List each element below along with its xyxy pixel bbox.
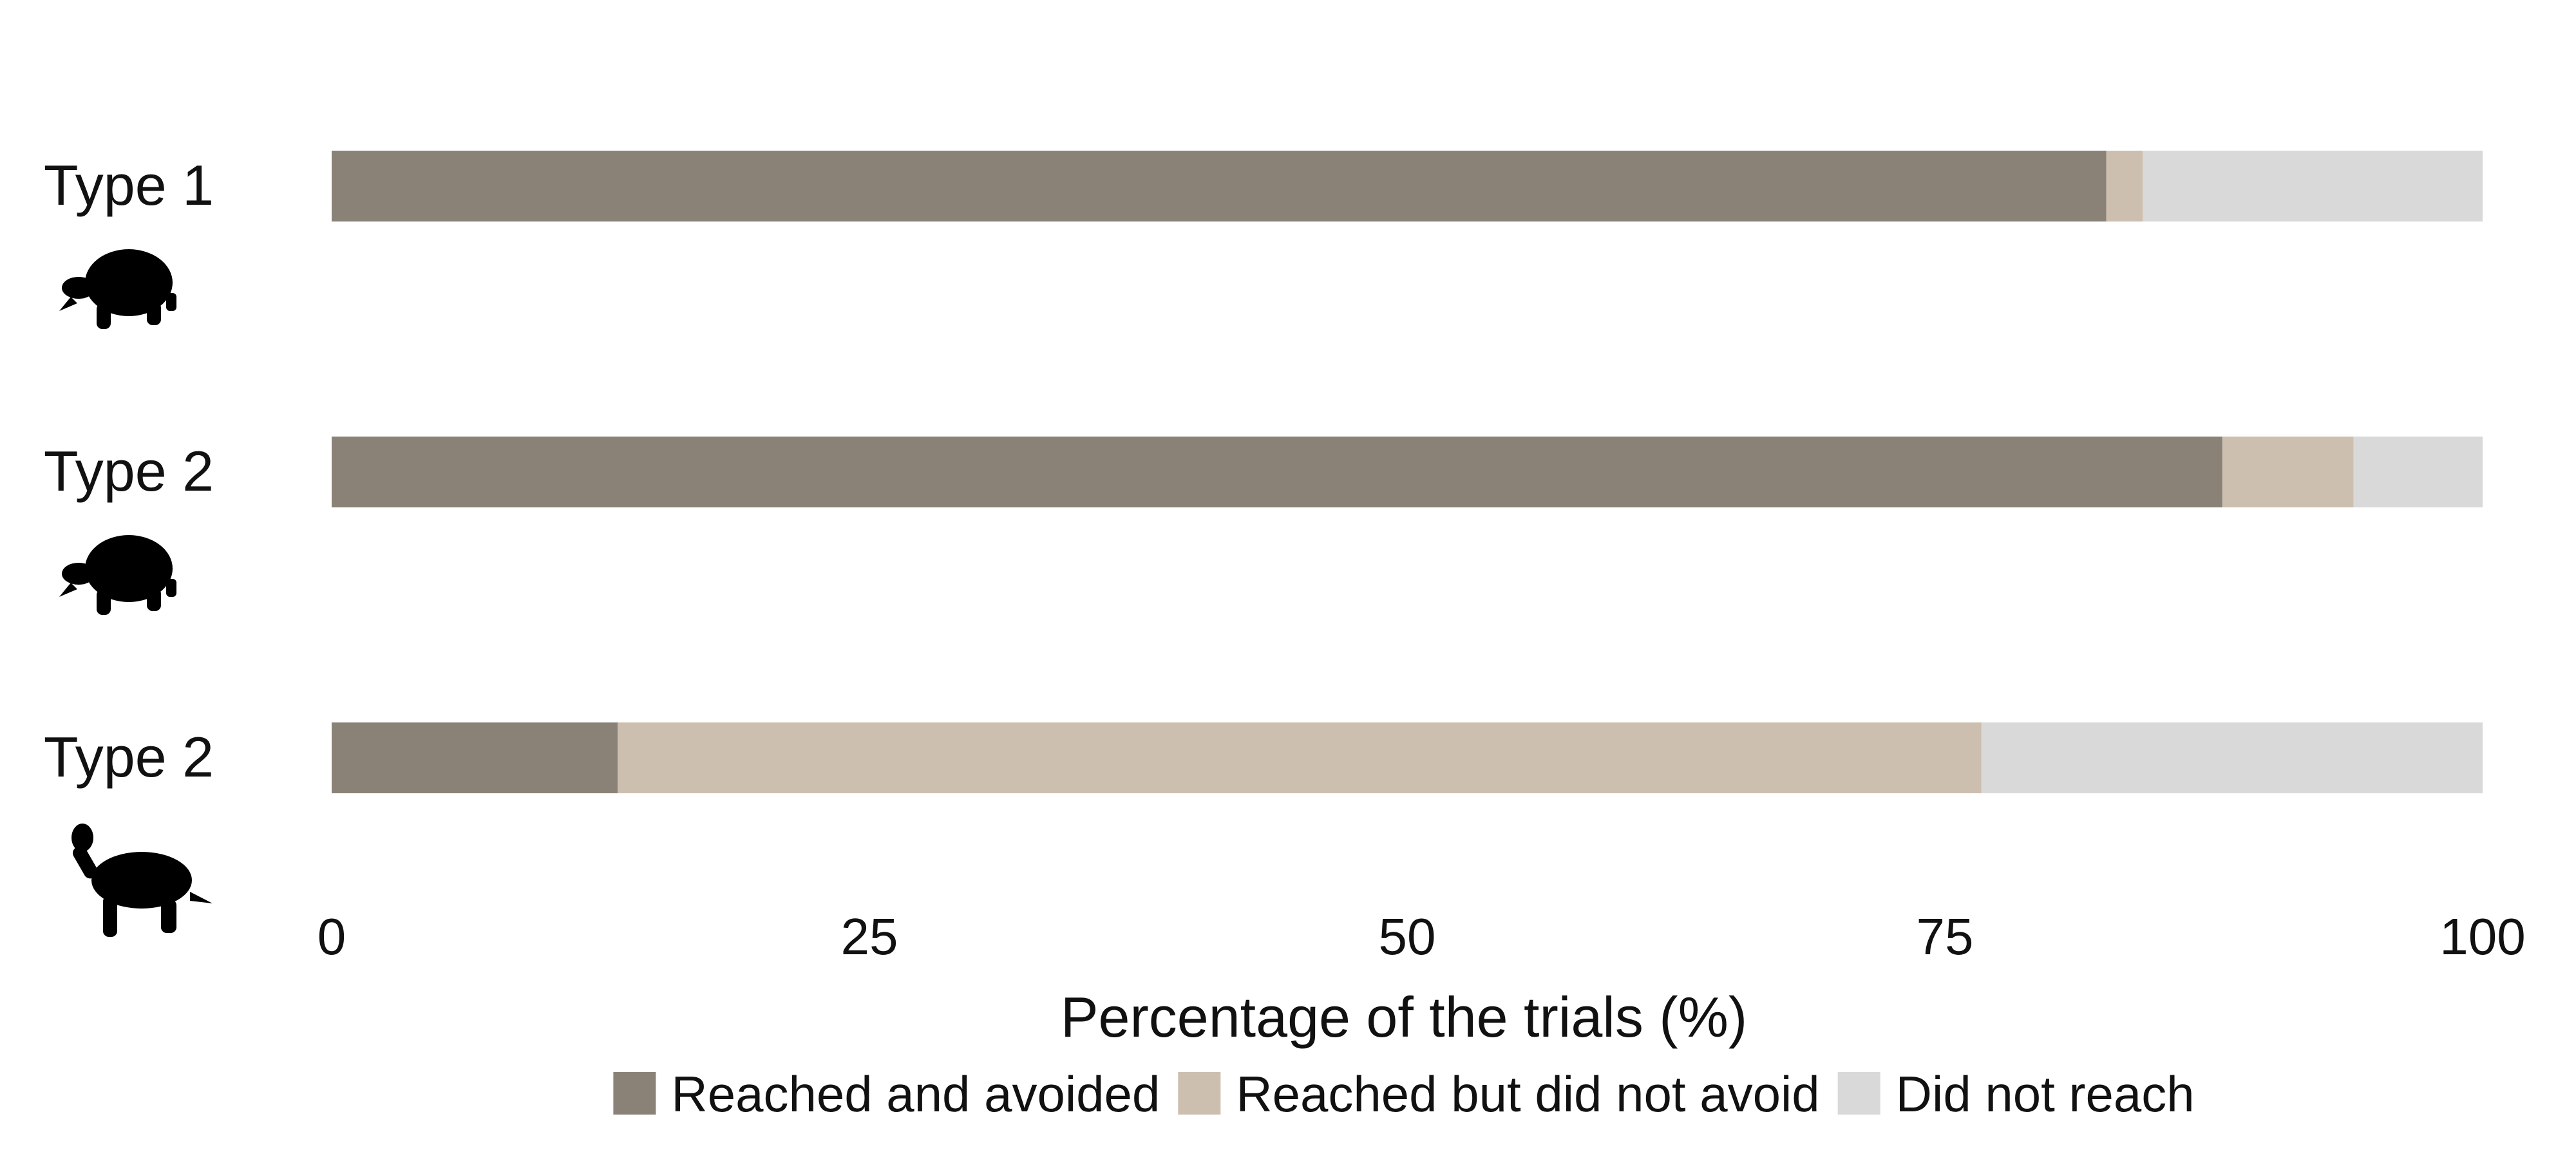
x-tick-label: 75 xyxy=(1917,908,1974,965)
x-tick-label: 50 xyxy=(1379,908,1436,965)
category-label-2: Type 2 xyxy=(44,439,214,503)
legend-swatch-1 xyxy=(613,1072,656,1115)
bar-segment-2-series-1 xyxy=(332,437,2222,507)
legend-label-2: Reached but did not avoid xyxy=(1236,1066,1819,1122)
bar-segment-2-series-3 xyxy=(2353,437,2483,507)
legend-label-3: Did not reach xyxy=(1896,1066,2195,1122)
x-tick-label: 0 xyxy=(317,908,346,965)
legend-swatch-2 xyxy=(1178,1072,1221,1115)
x-axis-title: Percentage of the trials (%) xyxy=(1061,985,1747,1049)
tortoise-icon xyxy=(59,535,176,615)
category-label-1: Type 1 xyxy=(44,153,214,217)
legend-swatch-3 xyxy=(1837,1072,1880,1115)
x-tick-label: 100 xyxy=(2439,908,2525,965)
legend-label-1: Reached and avoided xyxy=(671,1066,1160,1122)
tortoise-icon xyxy=(59,249,176,329)
bar-segment-1-series-2 xyxy=(2106,151,2143,221)
bar-segment-3-series-3 xyxy=(1981,722,2483,793)
bar-segment-3-series-1 xyxy=(332,722,618,793)
bar-segment-3-series-2 xyxy=(618,722,1982,793)
bar-segment-1-series-1 xyxy=(332,151,2107,221)
turtle-icon xyxy=(71,824,213,937)
bar-segment-2-series-2 xyxy=(2222,437,2354,507)
category-label-3: Type 2 xyxy=(44,725,214,789)
x-tick-label: 25 xyxy=(841,908,898,965)
bar-segment-1-series-3 xyxy=(2143,151,2483,221)
legend: Reached and avoided Reached but did not a… xyxy=(613,1066,2195,1122)
